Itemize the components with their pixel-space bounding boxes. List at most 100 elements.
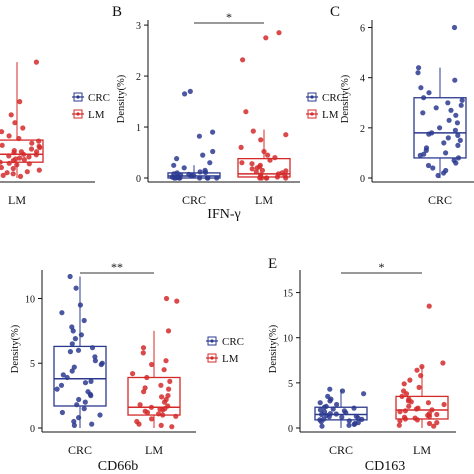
panel-letter: E bbox=[268, 256, 277, 272]
data-point bbox=[283, 168, 289, 174]
data-point bbox=[165, 393, 171, 399]
data-point bbox=[136, 421, 142, 427]
data-point bbox=[317, 407, 323, 413]
data-point bbox=[414, 417, 420, 423]
data-point bbox=[197, 175, 203, 181]
legend-swatch-box bbox=[207, 353, 217, 363]
data-point bbox=[407, 377, 413, 383]
data-point bbox=[414, 367, 420, 373]
legend-swatch-dot bbox=[76, 112, 80, 116]
data-point bbox=[158, 382, 164, 388]
data-point bbox=[0, 172, 6, 178]
data-point bbox=[361, 391, 367, 397]
data-point bbox=[64, 374, 70, 381]
y-tick-label: 10 bbox=[283, 334, 293, 345]
data-point bbox=[455, 132, 461, 138]
data-point bbox=[33, 59, 40, 65]
data-point bbox=[333, 411, 339, 417]
data-point bbox=[445, 135, 451, 141]
data-point bbox=[453, 112, 459, 118]
data-point bbox=[160, 412, 166, 418]
data-point bbox=[359, 416, 365, 422]
data-point bbox=[327, 386, 333, 392]
data-point bbox=[418, 85, 424, 91]
data-point bbox=[20, 125, 26, 131]
data-point bbox=[441, 140, 447, 146]
panel-letter: B bbox=[112, 4, 122, 20]
data-point bbox=[210, 129, 216, 135]
data-point bbox=[59, 310, 65, 316]
data-point bbox=[21, 157, 27, 163]
data-point bbox=[24, 169, 30, 175]
y-tick-label: 5 bbox=[288, 379, 293, 390]
data-point bbox=[415, 70, 421, 76]
y-tick-label: 0 bbox=[136, 174, 141, 185]
box-crc bbox=[53, 345, 107, 407]
data-point bbox=[54, 386, 60, 392]
data-point bbox=[130, 371, 136, 377]
data-point bbox=[334, 401, 340, 408]
data-point bbox=[165, 328, 172, 334]
data-point bbox=[425, 162, 432, 169]
data-point bbox=[148, 404, 154, 410]
data-point bbox=[430, 165, 436, 171]
data-point bbox=[76, 396, 82, 403]
data-point bbox=[200, 152, 206, 158]
data-point bbox=[158, 422, 164, 428]
data-point bbox=[73, 285, 79, 291]
data-point bbox=[339, 388, 346, 394]
data-point bbox=[319, 411, 325, 418]
legend-label: LM bbox=[222, 353, 239, 365]
y-tick-label: 0 bbox=[30, 424, 35, 435]
data-point bbox=[259, 167, 265, 173]
y-tick-label: 0 bbox=[288, 424, 293, 435]
data-point bbox=[435, 172, 441, 179]
data-point bbox=[210, 148, 216, 155]
legend-swatch-dot bbox=[76, 95, 80, 99]
data-point bbox=[441, 401, 447, 408]
data-point bbox=[69, 341, 75, 347]
significance-marker: ** bbox=[111, 260, 123, 274]
data-point bbox=[14, 162, 20, 168]
data-point bbox=[163, 295, 170, 302]
data-point bbox=[144, 409, 151, 416]
data-point bbox=[17, 155, 23, 161]
data-point bbox=[33, 152, 39, 158]
legend-swatch-dot bbox=[310, 95, 314, 99]
data-point bbox=[78, 332, 84, 338]
data-point bbox=[89, 421, 95, 427]
legend-swatch-dot bbox=[210, 356, 214, 360]
data-point bbox=[431, 423, 437, 429]
data-point bbox=[29, 140, 35, 146]
data-point bbox=[458, 102, 464, 108]
legend-swatch-dot bbox=[210, 339, 214, 343]
significance-marker: * bbox=[226, 10, 232, 24]
legend-swatch-box bbox=[73, 92, 83, 102]
data-point bbox=[455, 142, 461, 148]
y-axis-label: Density(%) bbox=[10, 324, 21, 373]
data-point bbox=[97, 412, 103, 418]
data-point bbox=[214, 175, 220, 181]
box-crc bbox=[314, 406, 368, 421]
data-point bbox=[440, 360, 446, 366]
data-point bbox=[89, 345, 96, 351]
data-point bbox=[258, 137, 264, 143]
panel-c: 0 2 4 6 Density(%) C CRC bbox=[330, 4, 474, 207]
data-point bbox=[455, 155, 462, 161]
data-point bbox=[434, 411, 440, 418]
data-point bbox=[8, 112, 14, 118]
data-point bbox=[452, 77, 458, 83]
data-point bbox=[401, 381, 407, 387]
data-point bbox=[10, 165, 16, 172]
data-point bbox=[402, 408, 408, 414]
category-label: CRC bbox=[68, 443, 92, 457]
data-point bbox=[87, 391, 93, 397]
panel-d: 0 5 10 Density(%) CD66b CRC LM ** bbox=[10, 260, 196, 474]
data-point bbox=[425, 400, 431, 406]
data-point bbox=[250, 128, 256, 134]
data-point bbox=[249, 166, 255, 172]
panel-title: CD163 bbox=[365, 459, 405, 474]
data-point bbox=[453, 160, 459, 166]
data-point bbox=[318, 419, 324, 425]
